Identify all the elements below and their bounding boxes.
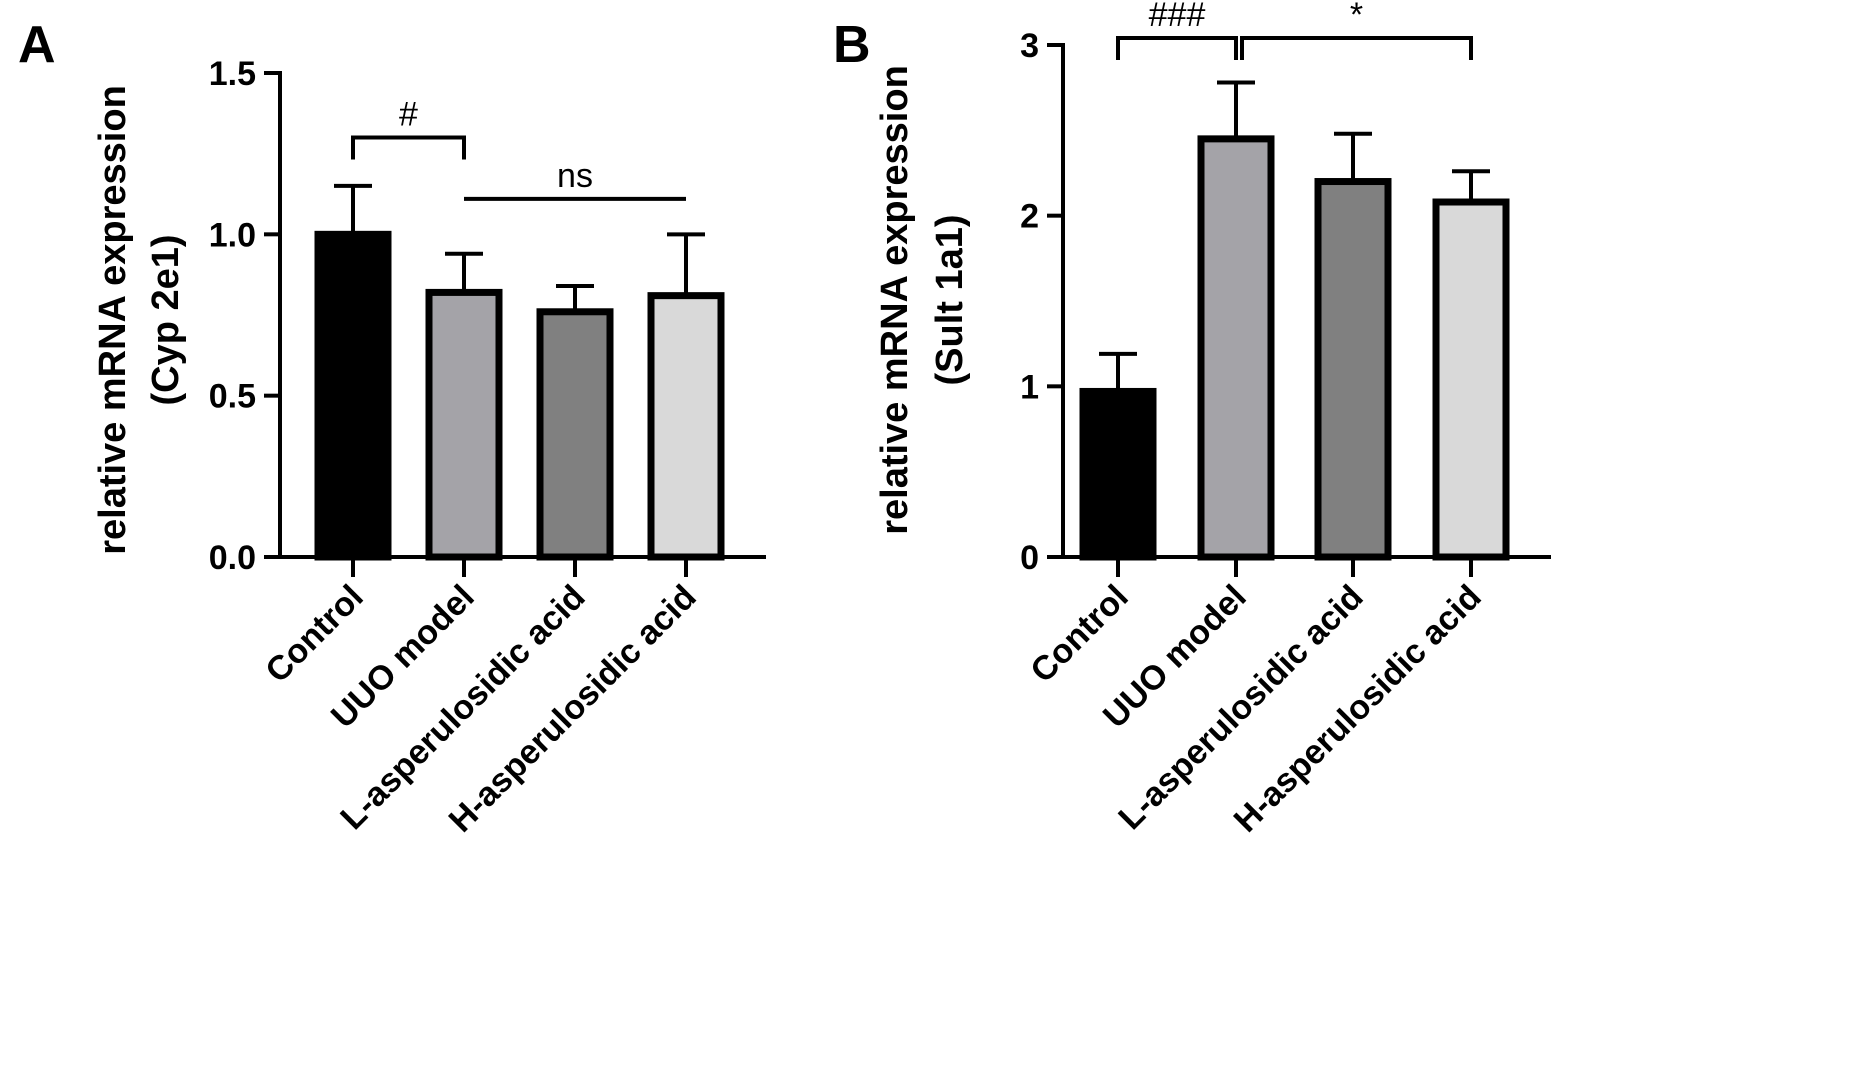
panel-a-category-label-1: Control — [258, 578, 370, 690]
panel-b-ytick-label-0: 0 — [1020, 539, 1039, 577]
panel-a-ylabel-line1: relative mRNA expression — [92, 85, 134, 555]
panel-a-ytick-label-2: 1.0 — [209, 216, 256, 254]
panel-a-significance-label-2: ns — [557, 157, 593, 195]
panel-a-ylabel-line2: (Cyp 2e1) — [145, 234, 187, 405]
panel-a-bar-1 — [314, 230, 392, 561]
panel-b-category-label-1: Control — [1023, 578, 1135, 690]
panel-b-ytick-label-1: 1 — [1020, 368, 1039, 406]
panel-b-ytick-label-2: 2 — [1020, 198, 1039, 236]
panel-b-ylabel-line2: (Sult 1a1) — [929, 214, 971, 385]
panel-b-significance-label-1: ### — [1149, 0, 1206, 34]
panel-a-letter: A — [18, 16, 56, 74]
panel-a-bar-4 — [647, 292, 725, 561]
panel-b-letter: B — [833, 16, 871, 74]
panel-a-ytick-label-3: 1.5 — [209, 55, 256, 93]
panel-b-significance-label-2: * — [1350, 0, 1363, 34]
panel-b-ytick-label-3: 3 — [1020, 27, 1039, 65]
panel-b-significance-bracket-1 — [1116, 36, 1238, 60]
panel-b-significance-bracket-2 — [1240, 36, 1473, 60]
panel-a-ytick-label-0: 0.0 — [209, 539, 256, 577]
panel-b-bar-1 — [1079, 387, 1157, 561]
panel-b-bar-4 — [1432, 198, 1510, 561]
panel-a-ytick-label-1: 0.5 — [209, 378, 256, 416]
panel-a-bar-3 — [536, 308, 614, 561]
panel-a-bar-2 — [425, 288, 503, 561]
panel-b-bar-2 — [1197, 135, 1275, 561]
panel-b-bar-3 — [1314, 178, 1392, 561]
panel-b-ylabel-line1: relative mRNA expression — [874, 65, 916, 535]
panel-a-significance-label-1: # — [399, 96, 418, 134]
panel-a-significance-bracket-1 — [351, 135, 466, 160]
